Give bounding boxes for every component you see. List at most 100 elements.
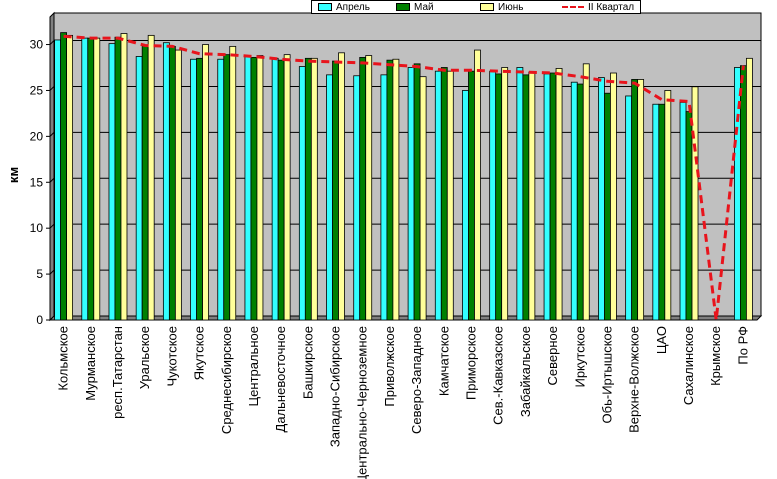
bar bbox=[229, 45, 237, 321]
legend-item: Май bbox=[396, 1, 434, 13]
bar bbox=[516, 67, 524, 321]
gridline-side bbox=[49, 40, 55, 45]
bar bbox=[495, 73, 503, 321]
gridline-side bbox=[49, 269, 55, 275]
bar bbox=[223, 54, 231, 321]
bar bbox=[141, 45, 149, 321]
bar bbox=[413, 63, 421, 321]
bar bbox=[87, 37, 95, 321]
bar bbox=[271, 57, 279, 321]
bar bbox=[174, 49, 182, 321]
x-tick-label: Обь-Иртышское bbox=[599, 326, 614, 423]
bar bbox=[604, 92, 611, 321]
bar bbox=[338, 52, 345, 321]
legend-item: Апрель bbox=[318, 1, 370, 13]
y-tick-label: 10 bbox=[30, 221, 44, 235]
legend-label: Апрель bbox=[336, 1, 370, 13]
bar bbox=[54, 39, 61, 321]
y-axis-label: км bbox=[6, 167, 21, 183]
bar bbox=[310, 57, 318, 321]
x-tick-label: Среднесибирское bbox=[219, 326, 234, 434]
bar bbox=[392, 58, 400, 321]
bar bbox=[196, 57, 203, 321]
bar bbox=[434, 70, 442, 321]
bar bbox=[190, 58, 197, 321]
bar bbox=[359, 57, 367, 321]
bar bbox=[740, 65, 747, 321]
bar bbox=[135, 56, 143, 321]
bar bbox=[114, 36, 122, 321]
bar bbox=[162, 42, 170, 321]
gridline-side bbox=[49, 223, 55, 229]
legend-item: II Квартал bbox=[562, 1, 634, 13]
legend-label: Июнь bbox=[498, 1, 524, 13]
bar bbox=[353, 75, 361, 321]
bar bbox=[256, 55, 264, 321]
bar bbox=[202, 44, 209, 321]
bar bbox=[168, 45, 176, 321]
y-tick-label: 15 bbox=[30, 175, 44, 189]
y-tick-label: 0 bbox=[36, 313, 43, 327]
y-tick-label: 5 bbox=[36, 267, 43, 281]
bar bbox=[625, 95, 633, 321]
x-tick-label: Северо-Западное bbox=[409, 326, 424, 434]
bar bbox=[522, 74, 530, 321]
x-tick-label: Уральское bbox=[137, 326, 152, 389]
bar bbox=[679, 101, 687, 321]
bar bbox=[576, 83, 584, 321]
bar bbox=[108, 43, 116, 321]
bar bbox=[120, 33, 128, 321]
x-tick-label: Дальневосточное bbox=[273, 326, 288, 432]
bar bbox=[147, 34, 155, 321]
x-tick-label: Якутское bbox=[192, 326, 207, 380]
bar bbox=[386, 59, 394, 321]
gridline-side bbox=[49, 177, 55, 183]
bar bbox=[631, 79, 639, 321]
y-tick-label: 30 bbox=[30, 38, 44, 52]
bar bbox=[60, 32, 67, 321]
bar bbox=[570, 81, 578, 321]
bar bbox=[440, 67, 448, 321]
bar bbox=[332, 60, 339, 321]
x-tick-label: Кольмское bbox=[56, 326, 71, 391]
legend: Апрель Май Июнь II Квартал bbox=[311, 0, 641, 14]
x-tick-label: Центрально-Черноземное bbox=[355, 326, 370, 479]
bar bbox=[637, 79, 645, 321]
bar bbox=[543, 73, 551, 321]
bar bbox=[501, 67, 509, 321]
x-tick-label: респ.Татарстан bbox=[110, 326, 125, 419]
bar bbox=[685, 111, 693, 321]
bar bbox=[489, 70, 497, 321]
bar bbox=[326, 74, 333, 321]
bar bbox=[419, 76, 427, 321]
x-tick-label: Приморское bbox=[463, 326, 478, 400]
x-tick-label: Сев.-Кавказское bbox=[491, 326, 506, 425]
bar bbox=[468, 70, 475, 321]
gridline-side bbox=[49, 86, 55, 91]
bar bbox=[217, 58, 225, 321]
x-tick-label: Центральное bbox=[246, 326, 261, 406]
bar bbox=[81, 37, 89, 321]
x-tick-label: ЦАО bbox=[654, 326, 669, 354]
x-tick-label: По РФ bbox=[735, 326, 750, 365]
legend-swatch bbox=[396, 3, 410, 11]
legend-label: II Квартал bbox=[588, 1, 635, 13]
bar bbox=[277, 59, 285, 321]
bar bbox=[658, 103, 666, 321]
bar bbox=[610, 72, 617, 321]
bar bbox=[582, 63, 590, 321]
bar bbox=[528, 71, 536, 321]
bar bbox=[93, 37, 101, 321]
bar bbox=[555, 68, 563, 321]
bar bbox=[474, 49, 481, 321]
legend-label: Май bbox=[414, 1, 434, 13]
bar bbox=[549, 72, 557, 321]
x-tick-label: Западно-Сибирское bbox=[328, 326, 343, 447]
x-tick-label: Иркутское bbox=[572, 326, 587, 388]
x-tick-label: Сахалинское bbox=[681, 326, 696, 405]
x-tick-label: Крымское bbox=[708, 326, 723, 386]
x-tick-label: Камчатское bbox=[436, 326, 451, 396]
x-tick-label: Северное bbox=[545, 326, 560, 385]
bar bbox=[304, 57, 312, 321]
